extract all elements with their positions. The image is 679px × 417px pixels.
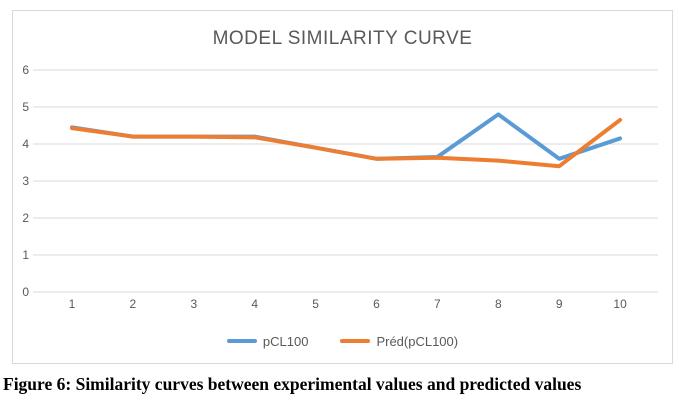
y-tick-label-0: 0 — [22, 285, 29, 299]
chart-title: MODEL SIMILARITY CURVE — [212, 28, 473, 49]
x-tick-label-3: 3 — [190, 297, 197, 311]
x-tick-label-2: 2 — [130, 297, 137, 311]
legend-swatch-pcl100 — [226, 339, 257, 343]
x-tick-label-9: 9 — [556, 297, 563, 311]
series-line-Préd(pCL100) — [70, 117, 623, 169]
y-tick-label-2: 2 — [22, 211, 29, 225]
legend-item-pred-pcl100: Préd(pCL100) — [340, 334, 458, 349]
y-tick-label-6: 6 — [22, 63, 29, 77]
figure-caption: Figure 6: Similarity curves between expe… — [3, 374, 582, 394]
y-tick-label-4: 4 — [22, 137, 29, 151]
x-tick-label-8: 8 — [495, 297, 502, 311]
legend-label-pred-pcl100: Préd(pCL100) — [376, 333, 459, 349]
x-tick-label-4: 4 — [251, 297, 258, 311]
x-tick-label-1: 1 — [69, 297, 76, 311]
chart-frame: MODEL SIMILARITY CURVE 0 1 2 3 4 5 6 1 2 3 4 5 6 7 8 9 1… — [12, 10, 673, 364]
legend-label-pcl100: pCL100 — [262, 333, 309, 349]
y-tick-label-1: 1 — [22, 248, 29, 262]
y-tick-label-3: 3 — [22, 174, 29, 188]
plot-area: 0 1 2 3 4 5 6 1 2 3 4 5 6 7 8 9 10 — [22, 63, 658, 311]
x-tick-label-10: 10 — [613, 297, 627, 311]
chart-legend: pCL100 Préd(pCL100) — [13, 333, 672, 349]
x-tick-label-5: 5 — [312, 297, 319, 311]
x-tick-label-6: 6 — [373, 297, 380, 311]
legend-swatch-pred-pcl100 — [340, 339, 371, 343]
legend-item-pcl100: pCL100 — [226, 333, 309, 349]
x-tick-label-7: 7 — [434, 297, 441, 311]
y-tick-label-5: 5 — [22, 100, 29, 114]
